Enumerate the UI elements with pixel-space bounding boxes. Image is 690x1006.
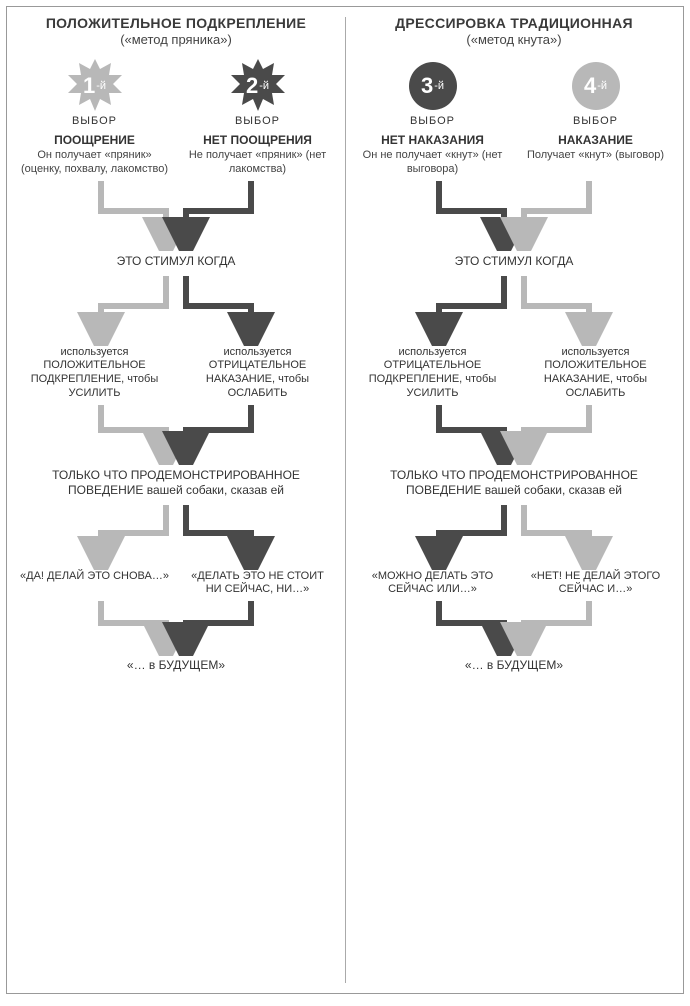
left-subtitle: («метод пряника») [120,32,232,47]
left-say-row: «ДА! ДЕЛАЙ ЭТО СНОВА…» «ДЕЛАТЬ ЭТО НЕ СТ… [13,570,339,598]
choice-1-head: ПООЩРЕНИЕ [54,133,135,147]
merge-arrows-left-1 [26,181,326,251]
choice-4: 4-й ВЫБОР НАКАЗАНИЕ Получает «кнут» (выг… [521,57,671,177]
badge-4-num: 4 [584,73,596,99]
badge-1: 1-й [66,57,124,115]
right-behavior: ТОЛЬКО ЧТО ПРОДЕМОНСТРИРОВАННОЕ ПОВЕДЕНИ… [384,468,644,498]
diagram-frame: ПОЛОЖИТЕЛЬНОЕ ПОДКРЕПЛЕНИЕ («метод пряни… [6,6,684,994]
right-branch-1: используется ОТРИЦАТЕЛЬНОЕ ПОДКРЕПЛЕНИЕ,… [358,346,508,401]
right-stimulus: ЭТО СТИМУЛ КОГДА [455,254,574,269]
left-stimulus: ЭТО СТИМУЛ КОГДА [117,254,236,269]
badge-4: 4-й [567,57,625,115]
merge-arrows-right-3 [364,601,664,656]
badge-2-suffix: -й [259,80,269,92]
right-subtitle: («метод кнута») [466,32,561,47]
choice-1-desc: Он получает «пряник» (оценку, похвалу, л… [20,149,170,177]
choice-3-desc: Он не получает «кнут» (нет выговора) [358,149,508,177]
right-title: ДРЕССИРОВКА ТРАДИЦИОННАЯ [395,15,633,31]
split-arrows-right-2 [364,505,664,570]
vertical-divider [345,17,346,983]
merge-arrows-left-2 [26,405,326,465]
choice-3-head: НЕТ НАКАЗАНИЯ [381,133,484,147]
merge-arrows-right-1 [364,181,664,251]
merge-arrows-left-3 [26,601,326,656]
right-column: ДРЕССИРОВКА ТРАДИЦИОННАЯ («метод кнута»)… [345,7,683,993]
choice-2-label: ВЫБОР [235,115,280,127]
split-arrows-right-1 [364,276,664,346]
badge-2: 2-й [229,57,287,115]
choice-2-desc: Не получает «пряник» (нет лакомства) [183,149,333,177]
left-title: ПОЛОЖИТЕЛЬНОЕ ПОДКРЕПЛЕНИЕ [46,15,306,31]
left-choice-row: 1-й ВЫБОР ПООЩРЕНИЕ Он получает «пряник»… [13,57,339,177]
left-say-2: «ДЕЛАТЬ ЭТО НЕ СТОИТ НИ СЕЙЧАС, НИ…» [183,570,333,598]
choice-4-head: НАКАЗАНИЕ [558,133,633,147]
choice-3: 3-й ВЫБОР НЕТ НАКАЗАНИЯ Он не получает «… [358,57,508,177]
left-branch-2: используется ОТРИЦАТЕЛЬНОЕ НАКАЗАНИЕ, чт… [183,346,333,401]
choice-1-label: ВЫБОР [72,115,117,127]
right-say-row: «МОЖНО ДЕЛАТЬ ЭТО СЕЙЧАС ИЛИ…» «НЕТ! НЕ … [351,570,677,598]
right-say-2: «НЕТ! НЕ ДЕЛАЙ ЭТОГО СЕЙЧАС И…» [521,570,671,598]
right-branch-row: используется ОТРИЦАТЕЛЬНОЕ ПОДКРЕПЛЕНИЕ,… [351,346,677,401]
choice-3-label: ВЫБОР [410,115,455,127]
choice-4-desc: Получает «кнут» (выговор) [527,149,664,163]
choice-1: 1-й ВЫБОР ПООЩРЕНИЕ Он получает «пряник»… [20,57,170,177]
badge-1-num: 1 [83,73,95,99]
left-branch-row: используется ПОЛОЖИТЕЛЬНОЕ ПОДКРЕПЛЕНИЕ,… [13,346,339,401]
right-say-1: «МОЖНО ДЕЛАТЬ ЭТО СЕЙЧАС ИЛИ…» [358,570,508,598]
split-arrows-left-1 [26,276,326,346]
left-behavior: ТОЛЬКО ЧТО ПРОДЕМОНСТРИРОВАННОЕ ПОВЕДЕНИ… [46,468,306,498]
left-branch-1: используется ПОЛОЖИТЕЛЬНОЕ ПОДКРЕПЛЕНИЕ,… [20,346,170,401]
badge-2-num: 2 [246,73,258,99]
badge-3-suffix: -й [434,80,444,92]
choice-2-head: НЕТ ПООЩРЕНИЯ [203,133,312,147]
choice-4-label: ВЫБОР [573,115,618,127]
badge-4-suffix: -й [597,80,607,92]
split-arrows-left-2 [26,505,326,570]
badge-1-suffix: -й [96,80,106,92]
left-column: ПОЛОЖИТЕЛЬНОЕ ПОДКРЕПЛЕНИЕ («метод пряни… [7,7,345,993]
badge-3-num: 3 [421,73,433,99]
choice-2: 2-й ВЫБОР НЕТ ПООЩРЕНИЯ Не получает «пря… [183,57,333,177]
right-choice-row: 3-й ВЫБОР НЕТ НАКАЗАНИЯ Он не получает «… [351,57,677,177]
left-say-1: «ДА! ДЕЛАЙ ЭТО СНОВА…» [20,570,170,598]
merge-arrows-right-2 [364,405,664,465]
left-future: «… в БУДУЩЕМ» [127,658,225,672]
badge-3: 3-й [404,57,462,115]
right-future: «… в БУДУЩЕМ» [465,658,563,672]
right-branch-2: используется ПОЛОЖИТЕЛЬНОЕ НАКАЗАНИЕ, чт… [521,346,671,401]
